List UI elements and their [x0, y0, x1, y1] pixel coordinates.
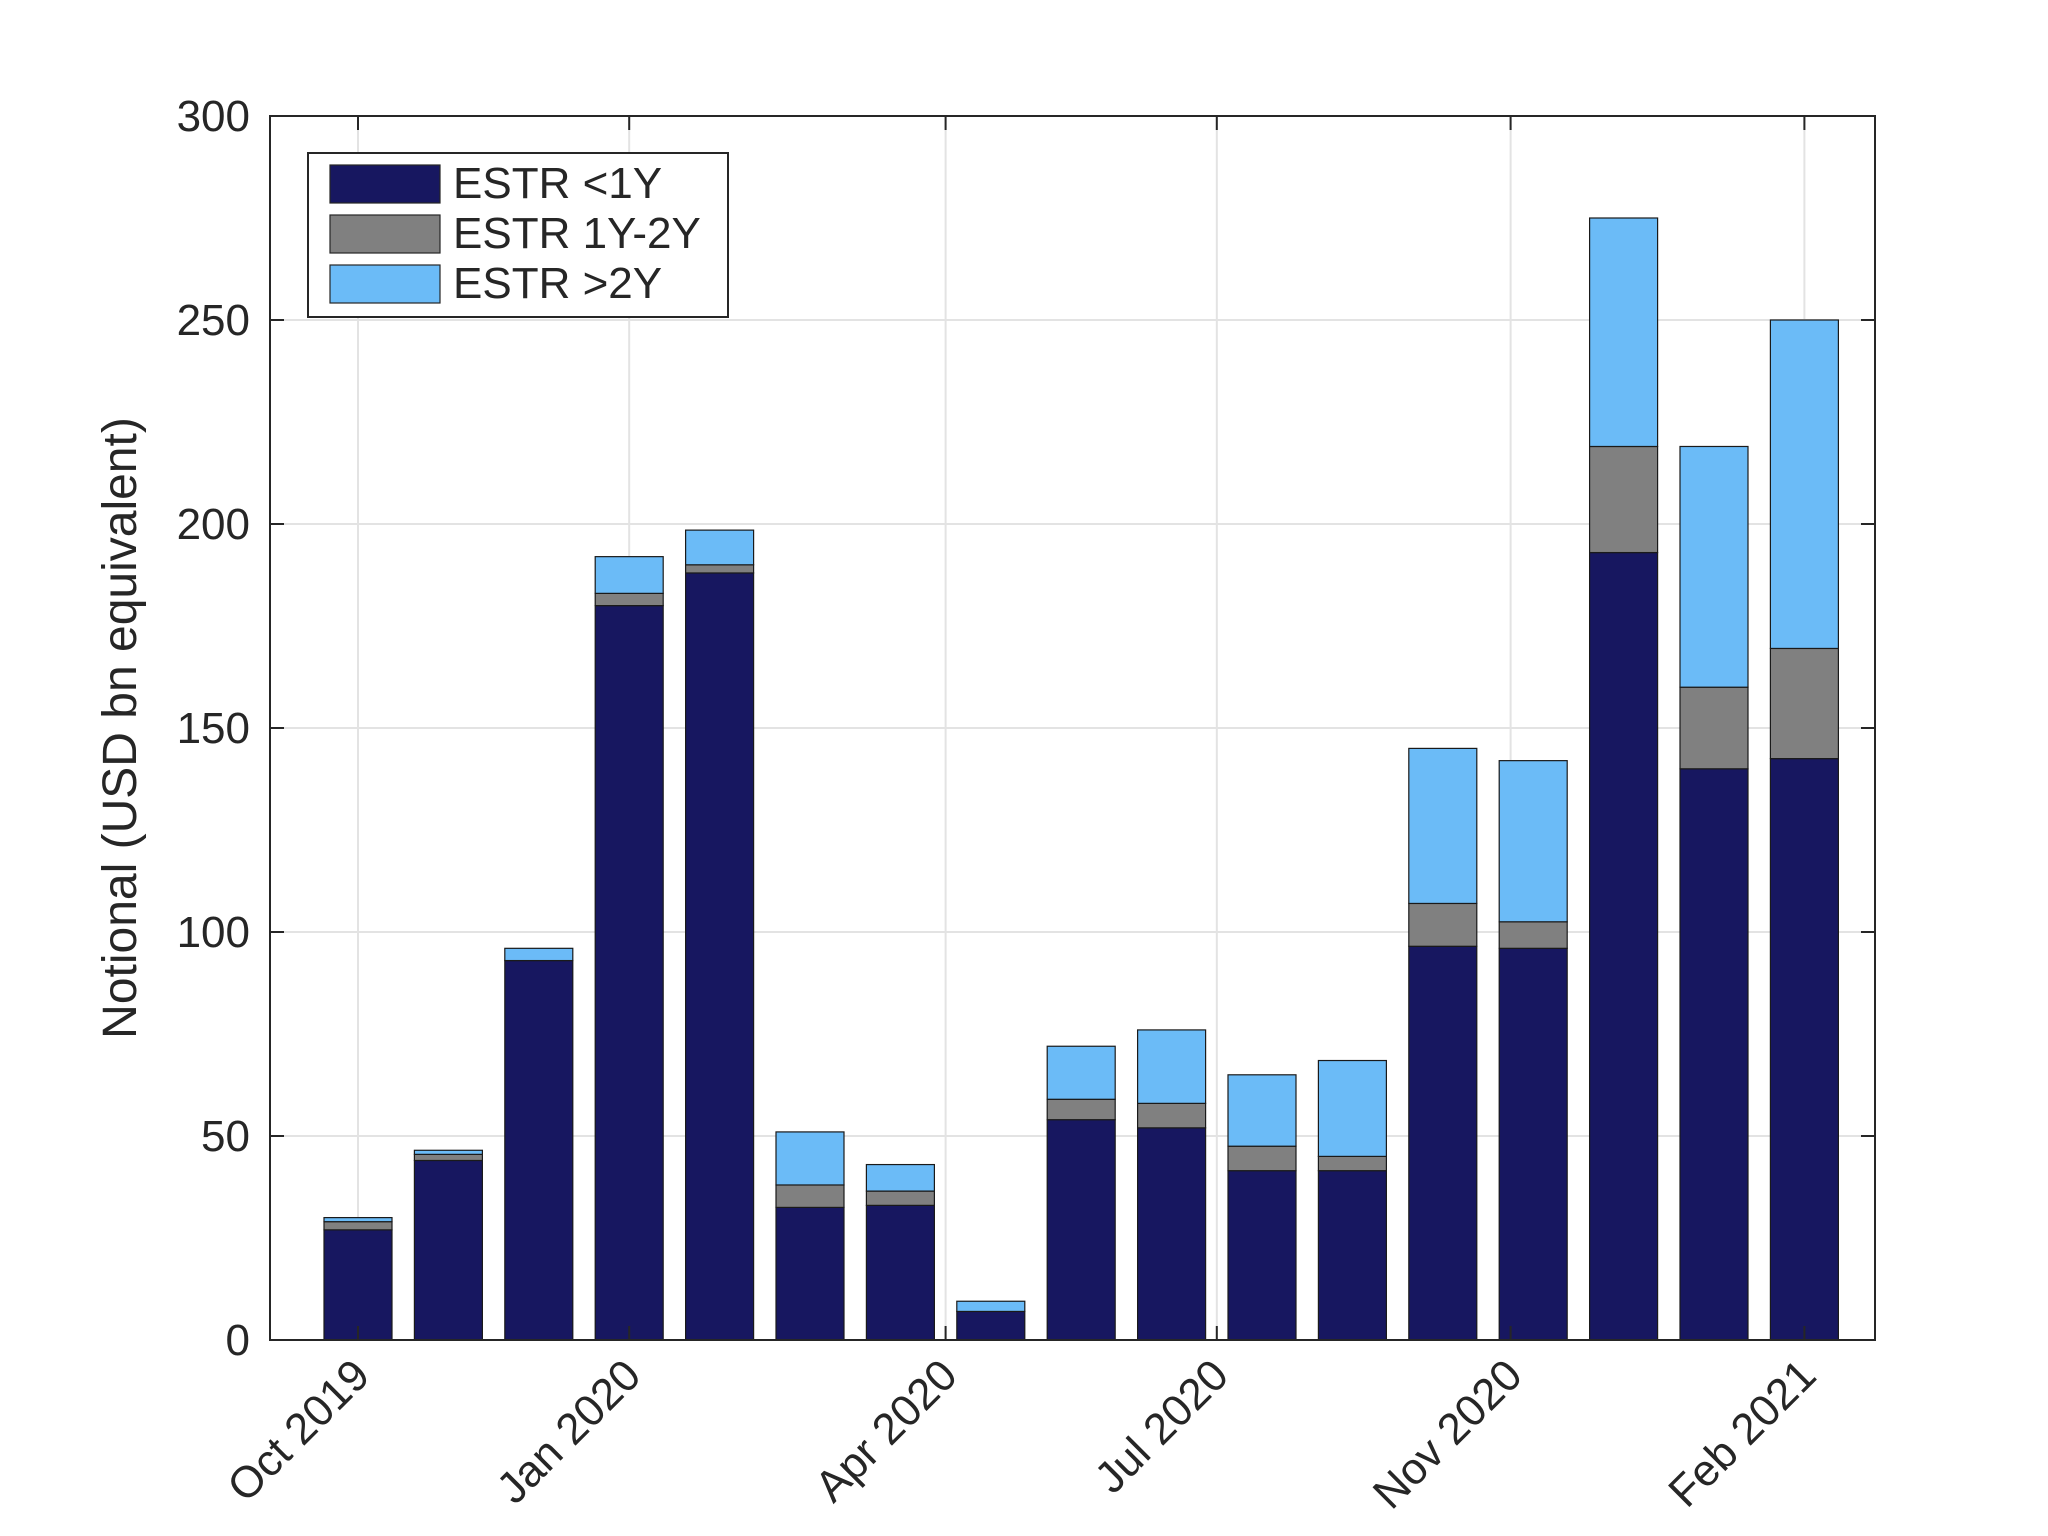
bar-segment-lt1y [594, 604, 664, 1341]
bar-segment-gt2y [1227, 1074, 1297, 1147]
bar-segment-gt2y [1588, 217, 1659, 448]
legend-label: ESTR 1Y-2Y [453, 209, 701, 258]
bar-segment-1y2y [1136, 1102, 1207, 1129]
bar-segment-1y2y [413, 1153, 483, 1162]
axis-ticks [270, 115, 1875, 1341]
bar-segment-lt1y [956, 1310, 1026, 1341]
bar-segment-gt2y [413, 1149, 483, 1155]
bars [323, 217, 1840, 1341]
bar-segment-1y2y [594, 592, 664, 607]
bar-segment-gt2y [865, 1163, 936, 1192]
legend-label: ESTR <1Y [453, 159, 662, 208]
bar-segment-lt1y [1498, 947, 1568, 1341]
bar-segment-1y2y [1769, 647, 1840, 760]
legend-label: ESTR >2Y [453, 259, 662, 308]
legend-swatch [329, 264, 441, 304]
bar-segment-1y2y [865, 1190, 936, 1206]
bar-segment-1y2y [1679, 686, 1749, 770]
bar-segment-lt1y [413, 1159, 483, 1341]
y-tick-label: 200 [177, 500, 250, 549]
bar-segment-lt1y [684, 572, 755, 1341]
bar-segment-lt1y [865, 1204, 936, 1341]
y-axis-label: Notional (USD bn equivalent) [94, 417, 147, 1039]
bar-segment-1y2y [323, 1221, 393, 1231]
y-tick-label: 250 [177, 296, 250, 345]
bar-segment-1y2y [1408, 902, 1478, 947]
bar-segment-gt2y [1498, 760, 1568, 923]
bar-segment-1y2y [775, 1184, 845, 1208]
bar-segment-1y2y [1227, 1145, 1297, 1172]
bar-segment-1y2y [684, 564, 755, 574]
bar-segment-gt2y [1317, 1059, 1388, 1158]
bar-segment-gt2y [323, 1216, 393, 1223]
y-tick-label: 100 [177, 908, 250, 957]
bar-segment-lt1y [1046, 1119, 1116, 1341]
y-tick-label: 50 [201, 1112, 250, 1161]
bar-segment-lt1y [323, 1229, 393, 1341]
bar-segment-gt2y [775, 1131, 845, 1186]
bar-segment-lt1y [1588, 551, 1659, 1341]
y-tick-label: 300 [177, 92, 250, 141]
bar-segment-lt1y [1769, 757, 1840, 1341]
bar-segment-gt2y [594, 556, 664, 594]
y-tick-label: 0 [226, 1316, 250, 1365]
bar-segment-gt2y [684, 529, 755, 566]
y-tick-labels: 0 50 100 150 200 250 300 [177, 92, 250, 1365]
bar-segment-1y2y [1046, 1098, 1116, 1121]
bar-segment-lt1y [504, 959, 574, 1341]
bar-segment-gt2y [1769, 319, 1840, 650]
bar-segment-gt2y [1046, 1045, 1116, 1100]
y-tick-label: 150 [177, 704, 250, 753]
bar-segment-1y2y [1588, 445, 1659, 554]
bar-segment-gt2y [504, 947, 574, 962]
bar-segment-lt1y [1317, 1170, 1388, 1341]
legend-swatch [329, 164, 441, 204]
bar-segment-gt2y [956, 1300, 1026, 1313]
bar-segment-lt1y [1227, 1170, 1297, 1341]
bar-segment-gt2y [1136, 1029, 1207, 1104]
bar-segment-gt2y [1679, 445, 1749, 688]
bar-segment-1y2y [1317, 1155, 1388, 1172]
bar-segment-lt1y [775, 1206, 845, 1341]
bar-segment-lt1y [1679, 768, 1749, 1341]
bar-segment-lt1y [1136, 1127, 1207, 1341]
bar-segment-gt2y [1408, 747, 1478, 905]
bar-segment-lt1y [1408, 945, 1478, 1341]
legend-swatch [329, 214, 441, 254]
bar-segment-1y2y [1498, 921, 1568, 949]
